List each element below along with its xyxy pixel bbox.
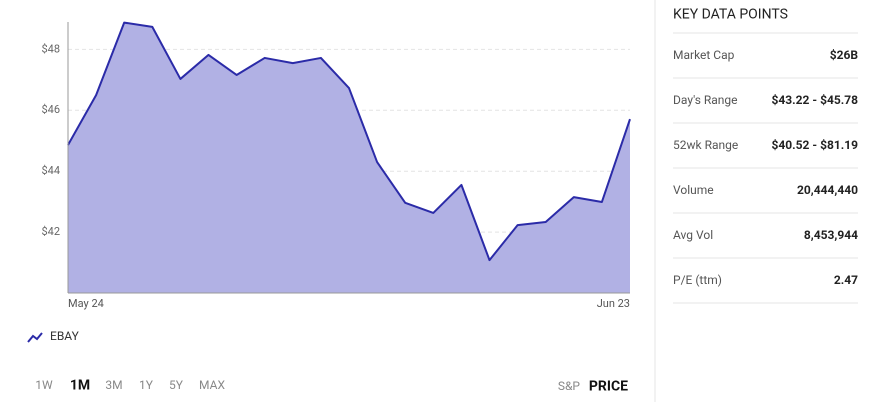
y-tick-label: $46: [41, 103, 60, 116]
data-label: Market Cap: [673, 48, 735, 62]
line: [67, 21, 631, 262]
data-label: 52wk Range: [673, 138, 738, 152]
data-value: 20,444,440: [797, 183, 858, 197]
data-value: $26B: [830, 48, 859, 62]
data-label: Day's Range: [673, 93, 738, 107]
x-tick-label: Jun 23: [597, 297, 630, 310]
data-label: Volume: [673, 183, 714, 197]
y-tick-label: $42: [41, 225, 60, 238]
legend-icon: [27, 332, 43, 343]
data-value: 8,453,944: [804, 228, 858, 242]
range-button[interactable]: MAX: [199, 378, 225, 392]
y-tick-label: $48: [41, 42, 60, 55]
y-tick-label: $44: [41, 164, 60, 177]
data-label: Avg Vol: [673, 228, 713, 242]
data-value: $40.52 - $81.19: [771, 138, 858, 152]
data-value: 2.47: [834, 273, 858, 287]
view-toggle[interactable]: S&P: [558, 379, 581, 393]
area: [68, 22, 630, 294]
panel-title: KEY DATA POINTS: [673, 7, 788, 23]
data-label: P/E (ttm): [673, 273, 722, 287]
range-button[interactable]: 3M: [105, 378, 122, 392]
range-button[interactable]: 1Y: [139, 378, 154, 392]
x-tick-label: May 24: [68, 297, 104, 310]
view-toggle[interactable]: PRICE: [589, 379, 628, 395]
range-button[interactable]: 5Y: [169, 378, 184, 392]
legend-label: EBAY: [50, 329, 80, 343]
range-button[interactable]: 1M: [70, 378, 90, 394]
range-button[interactable]: 1W: [35, 378, 53, 392]
data-value: $43.22 - $45.78: [771, 93, 858, 107]
